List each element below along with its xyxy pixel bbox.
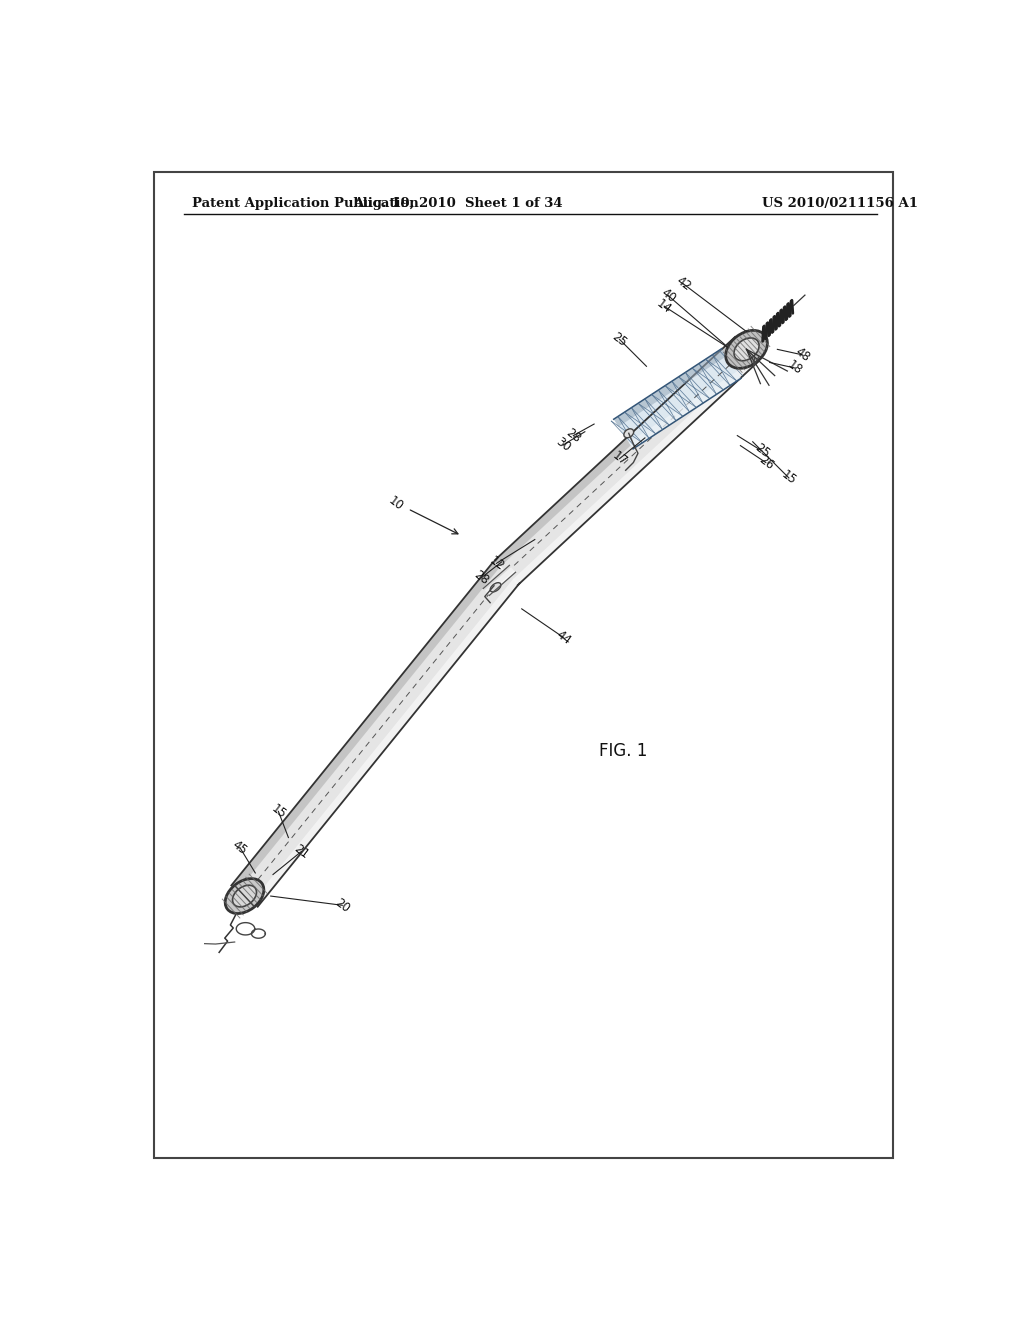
Text: 20: 20 xyxy=(333,896,352,915)
Text: Patent Application Publication: Patent Application Publication xyxy=(193,197,419,210)
Text: US 2010/0211156 A1: US 2010/0211156 A1 xyxy=(762,197,918,210)
Polygon shape xyxy=(231,562,500,891)
Ellipse shape xyxy=(225,879,264,913)
Polygon shape xyxy=(495,337,740,566)
Text: Aug. 19, 2010  Sheet 1 of 34: Aug. 19, 2010 Sheet 1 of 34 xyxy=(353,197,562,210)
Ellipse shape xyxy=(624,429,634,438)
Text: 21: 21 xyxy=(292,842,311,861)
Text: 14: 14 xyxy=(654,297,674,315)
Text: 30: 30 xyxy=(554,436,573,454)
Polygon shape xyxy=(495,337,758,585)
Ellipse shape xyxy=(734,338,759,360)
Polygon shape xyxy=(513,356,758,585)
Polygon shape xyxy=(488,570,515,595)
Polygon shape xyxy=(483,565,515,595)
Polygon shape xyxy=(613,348,726,426)
Text: 12: 12 xyxy=(486,553,506,573)
Text: FIG. 1: FIG. 1 xyxy=(599,742,647,760)
Polygon shape xyxy=(483,565,511,590)
Polygon shape xyxy=(231,562,519,907)
Text: 25: 25 xyxy=(752,441,772,461)
Text: 48: 48 xyxy=(793,345,812,364)
Ellipse shape xyxy=(490,582,501,591)
Ellipse shape xyxy=(232,886,256,907)
Text: 10: 10 xyxy=(386,494,407,513)
Text: 40: 40 xyxy=(658,286,678,305)
Text: 28: 28 xyxy=(563,426,583,445)
Text: 15: 15 xyxy=(268,801,288,821)
Text: 45: 45 xyxy=(230,838,250,857)
Text: 25: 25 xyxy=(609,330,630,348)
Polygon shape xyxy=(613,348,741,449)
Text: 44: 44 xyxy=(553,627,573,647)
Ellipse shape xyxy=(726,330,767,368)
Text: 42: 42 xyxy=(674,275,693,293)
Text: 18: 18 xyxy=(784,358,804,378)
Polygon shape xyxy=(252,578,519,907)
Polygon shape xyxy=(629,372,741,449)
Text: 28: 28 xyxy=(471,569,490,587)
Text: 15: 15 xyxy=(779,469,799,487)
Text: 26: 26 xyxy=(756,453,776,473)
Text: 17: 17 xyxy=(609,449,630,469)
